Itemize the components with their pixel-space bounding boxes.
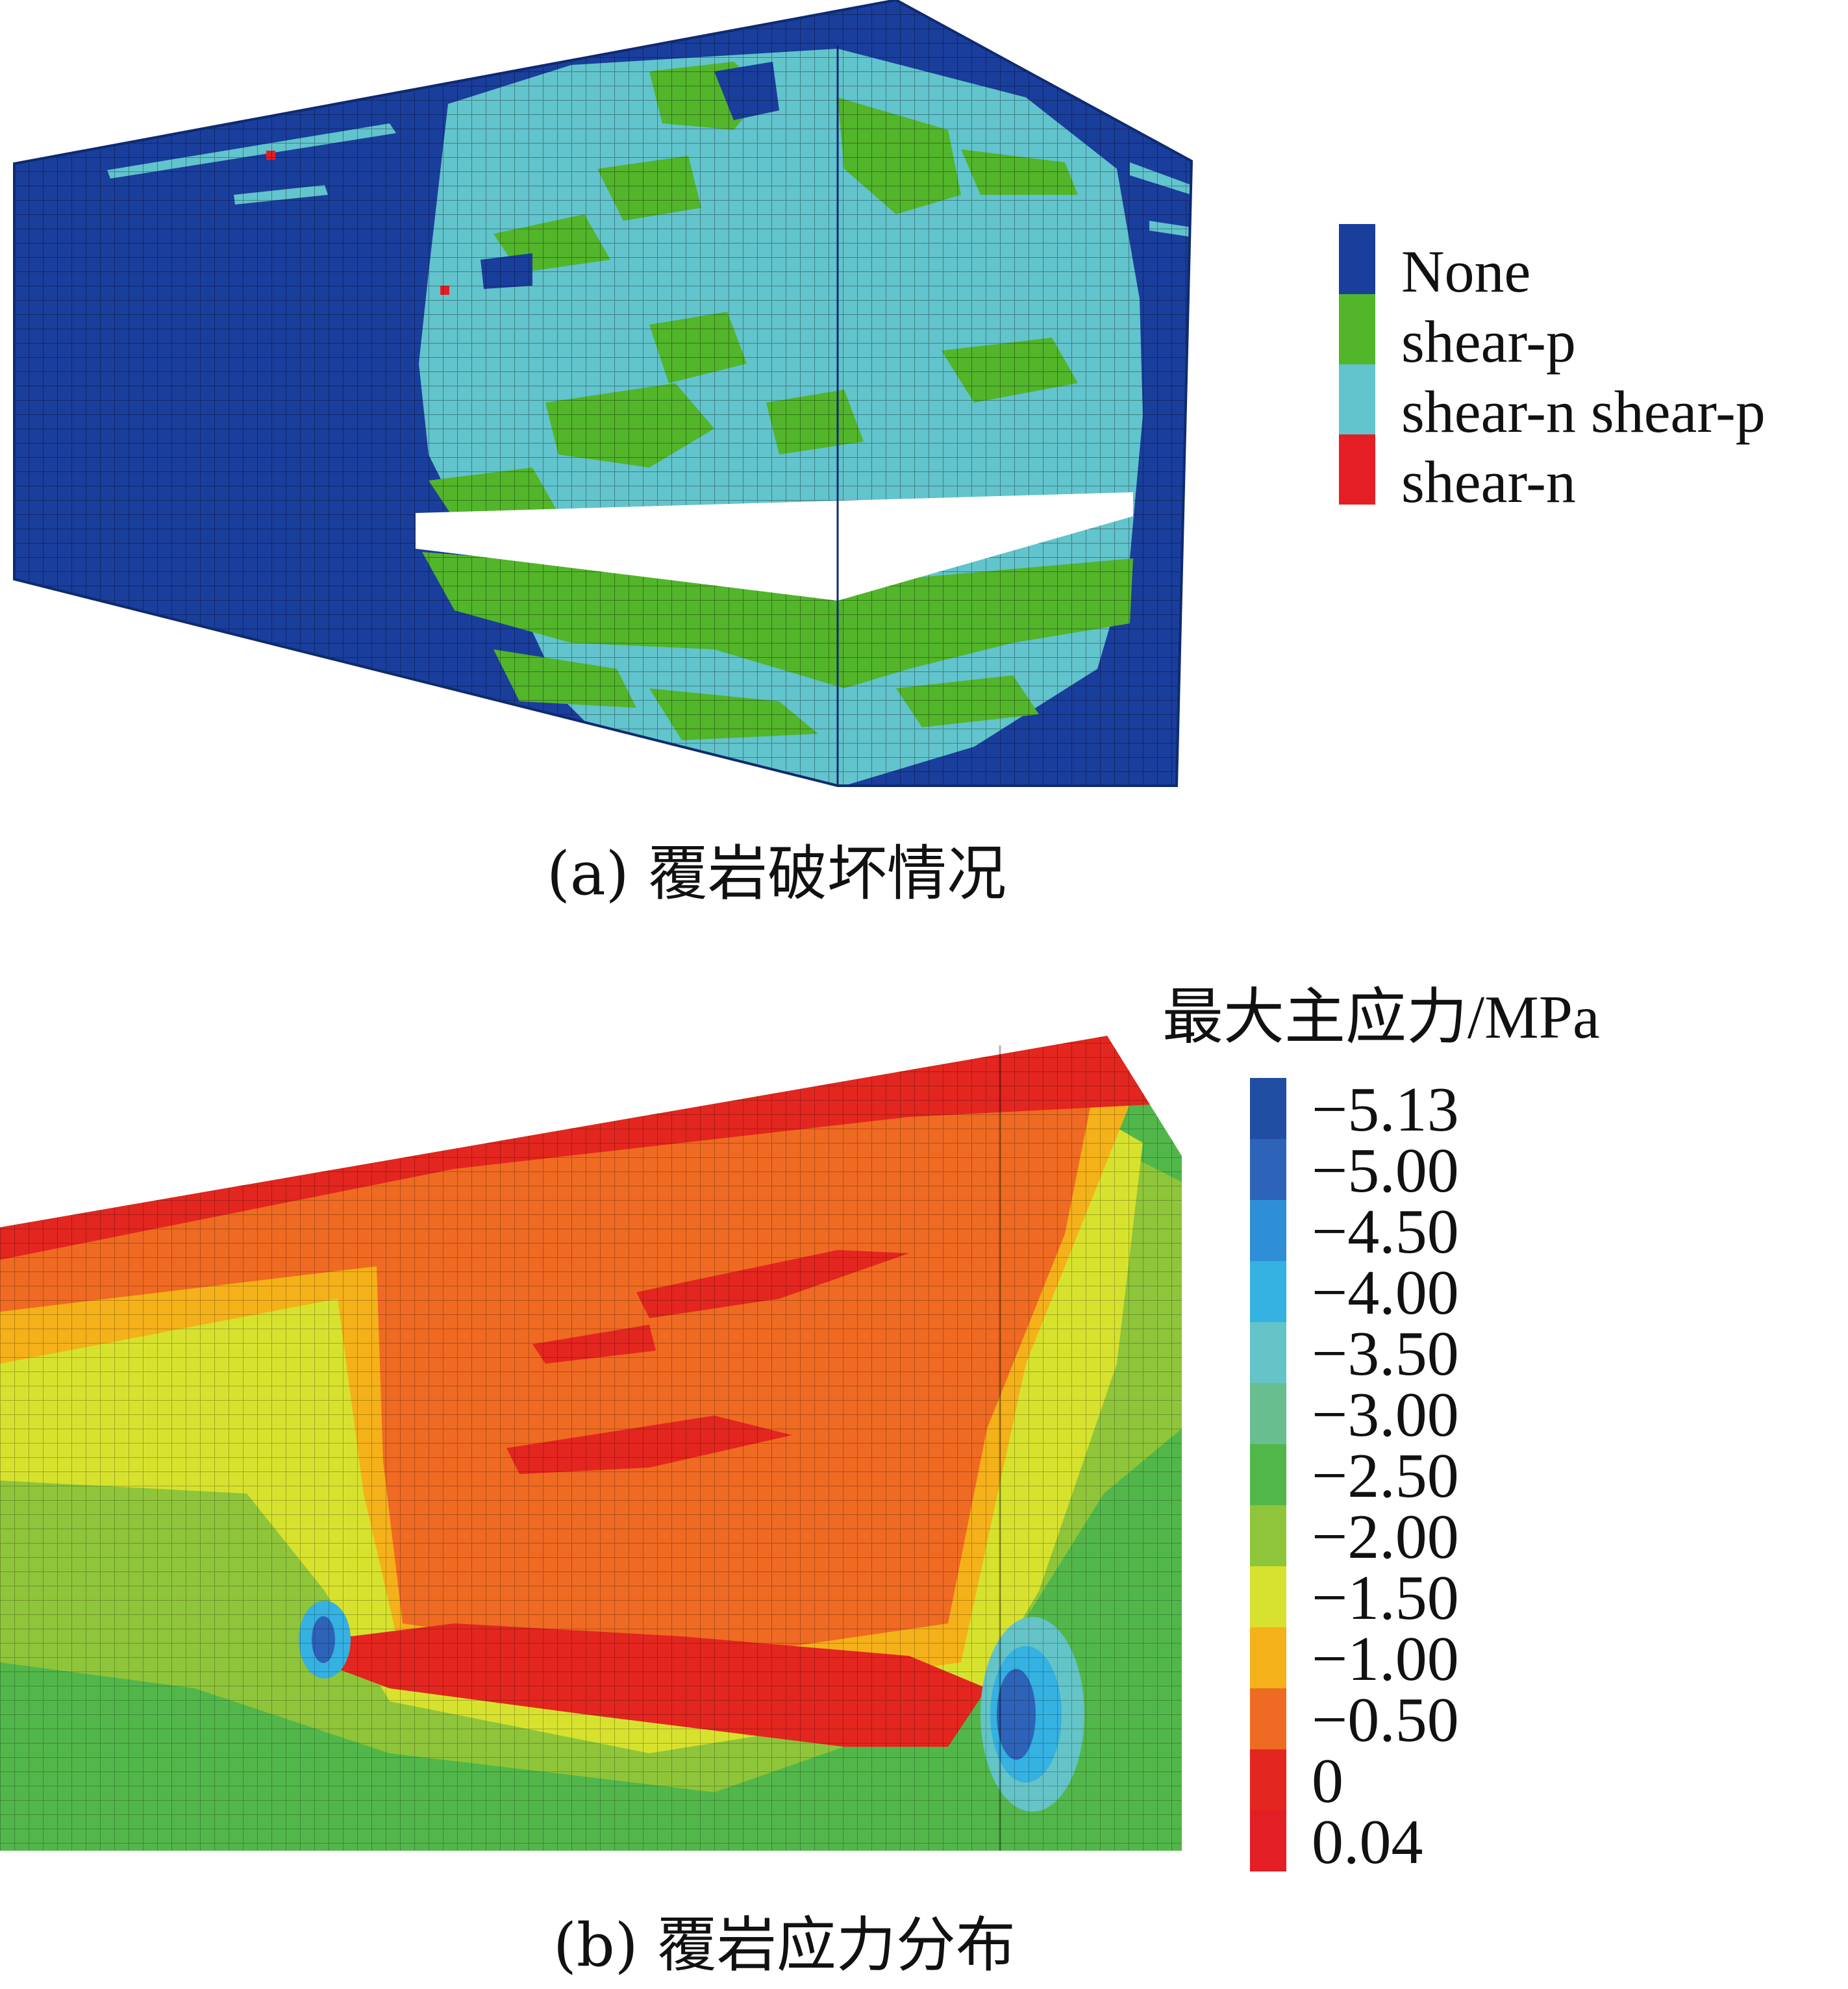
- failure-block-outline: [13, 0, 1193, 787]
- failure-model-block: [14, 0, 1192, 786]
- scale-label: −2.00: [1312, 1502, 1459, 1572]
- scale-swatch: [1250, 1322, 1286, 1383]
- legend-label-none: None: [1401, 238, 1531, 305]
- scale-label: −1.00: [1312, 1624, 1459, 1694]
- scale-swatch: [1250, 1627, 1286, 1688]
- scale-swatch: [1250, 1078, 1286, 1139]
- legend-label-shear-p: shear-p: [1401, 308, 1576, 375]
- stress-color-scale: [1250, 1078, 1286, 1871]
- stress-model-block: [0, 1036, 1182, 1851]
- caption-b: (b) 覆岩应力分布: [553, 1910, 1016, 1980]
- legend-swatch-shear-n: [1339, 434, 1375, 505]
- scale-label: −0.50: [1312, 1685, 1459, 1755]
- scale-label: −5.00: [1312, 1136, 1459, 1206]
- scale-swatch: [1250, 1749, 1286, 1810]
- scale-swatch: [1250, 1200, 1286, 1261]
- scale-swatch: [1250, 1383, 1286, 1444]
- legend-label-shear-n: shear-n: [1401, 449, 1576, 515]
- scale-label: −3.50: [1312, 1319, 1459, 1389]
- scale-label: 0: [1312, 1746, 1343, 1816]
- legend-swatch-shear-p: [1339, 294, 1375, 364]
- scale-swatch: [1250, 1505, 1286, 1566]
- caption-a: (a) 覆岩破坏情况: [547, 839, 1006, 908]
- scale-title: 最大主应力/MPa: [1162, 984, 1600, 1051]
- scale-swatch: [1250, 1261, 1286, 1322]
- scale-label: −4.50: [1312, 1197, 1459, 1267]
- scale-swatch: [1250, 1444, 1286, 1505]
- scale-swatch: [1250, 1810, 1286, 1871]
- scale-swatch: [1250, 1688, 1286, 1749]
- scale-swatch: [1250, 1566, 1286, 1627]
- legend-swatch-shear-n-shear-p: [1339, 364, 1375, 434]
- scale-label: 0.04: [1312, 1807, 1423, 1877]
- scale-swatch: [1250, 1139, 1286, 1200]
- legend-label-shear-n-shear-p: shear-n shear-p: [1401, 379, 1766, 445]
- scale-label: −4.00: [1312, 1258, 1459, 1328]
- scale-label: −2.50: [1312, 1441, 1459, 1511]
- legend-swatch-none: [1339, 224, 1375, 294]
- scale-label: −1.50: [1312, 1563, 1459, 1633]
- scale-label: −5.13: [1312, 1075, 1459, 1145]
- scale-label: −3.00: [1312, 1380, 1459, 1450]
